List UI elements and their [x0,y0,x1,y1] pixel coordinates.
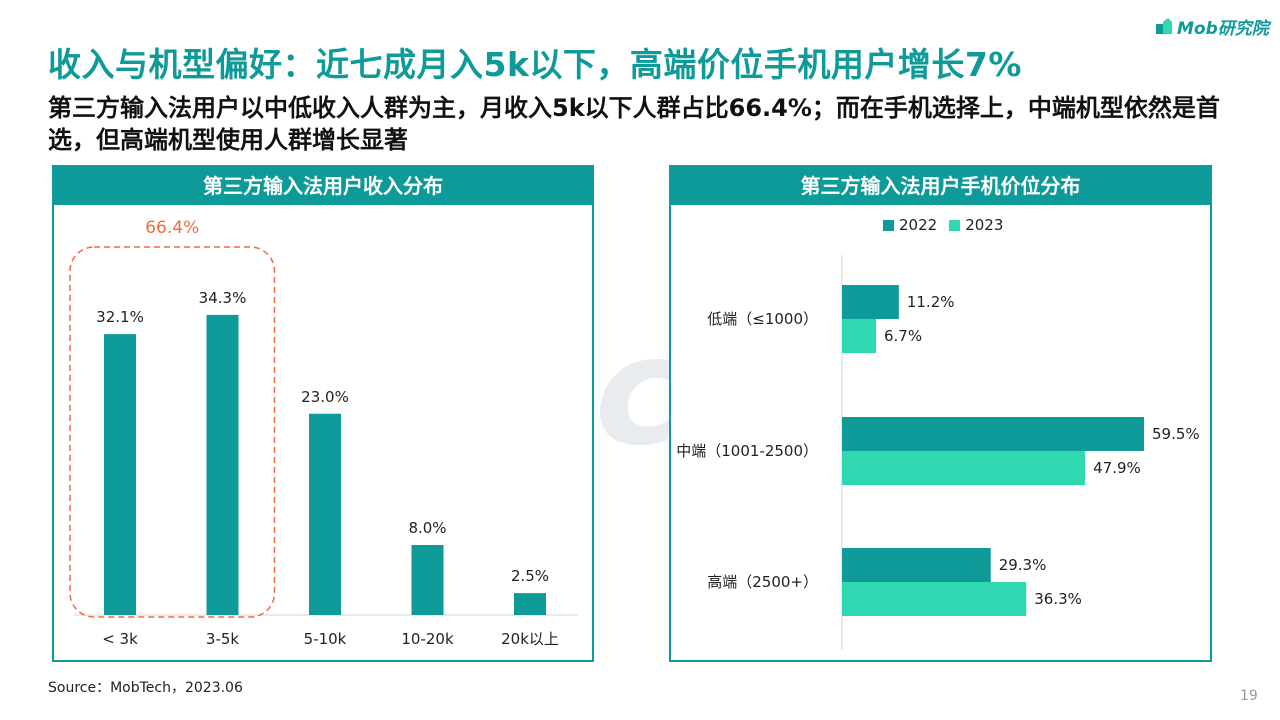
x-tick-label-4: 20k以上 [501,630,559,648]
x-tick-label-2: 5-10k [304,630,347,648]
legend-item-2022: 2022 [883,216,937,234]
page-title: 收入与机型偏好：近七成月入5k以下，高端价位手机用户增长7% [48,45,1022,84]
data-label-2023-2: 36.3% [1034,590,1082,608]
legend-label-2022: 2022 [899,216,938,234]
data-label-2022-2: 29.3% [999,556,1047,574]
income-bar-chart: 32.1% < 3k 34.3% 3-5k 23.0% 5-10k 8.0% 10-20k 2.… [69,218,578,648]
page-subtitle: 第三方输入法用户以中低收入人群为主，月收入5k以下人群占比66.4%；而在手机选… [48,94,1220,154]
y-tick-label-0: 低端（≤1000） [707,310,818,328]
logo-text: Mob研究院 [1177,18,1269,39]
y-tick-label-2: 高端（2500+） [707,573,818,591]
source-note: Source：MobTech，2023.06 [48,680,243,696]
legend-swatch-2022 [883,219,894,231]
bar-3 [411,545,444,615]
highlight-box [69,246,276,618]
bar-4 [514,593,546,615]
x-tick-label-0: < 3k [102,630,138,648]
page-number: 19 [1240,688,1258,704]
bar-2022-2 [842,548,991,582]
data-label-0: 32.1% [96,308,144,326]
data-label-2022-1: 59.5% [1152,425,1200,443]
highlight-label: 66.4% [145,218,199,238]
legend-label-2023: 2023 [965,216,1004,234]
data-label-2023-0: 6.7% [884,327,922,345]
legend-item-2023: 2023 [949,216,1003,234]
data-label-1: 34.3% [199,289,247,307]
income-chart-title: 第三方输入法用户收入分布 [54,167,592,205]
y-tick-label-1: 中端（1001-2500） [676,442,818,460]
data-label-4: 2.5% [511,567,549,585]
x-tick-label-3: 10-20k [401,630,454,648]
legend-swatch-2023 [949,219,961,231]
bar-2022-1 [842,417,1144,451]
bar-1 [206,314,239,615]
price-hbar-chart: 低端（≤1000） 11.2% 6.7% 中端（1001-2500） 59.5% 47.9… [676,255,1200,650]
data-label-2: 23.0% [301,388,349,406]
data-label-2022-0: 11.2% [907,293,955,311]
income-chart-panel: 第三方输入法用户收入分布 32.1% < 3k 34.3% 3-5k 23.0% 5-10… [52,165,594,662]
price-chart-title: 第三方输入法用户手机价位分布 [671,167,1210,205]
bar-2023-1 [842,451,1086,485]
bar-0 [104,334,136,615]
x-tick-label-1: 3-5k [206,630,239,648]
price-chart-panel: 第三方输入法用户手机价位分布 2022 2023 低端（≤1000） 11.2% 6… [669,165,1212,662]
bar-2 [309,413,341,615]
data-label-3: 8.0% [408,519,446,537]
bar-2023-0 [842,319,877,353]
price-chart-legend: 2022 2023 [883,216,1015,234]
brand-logo: Mob研究院 [1155,14,1269,39]
bar-2022-0 [842,285,899,319]
data-label-2023-1: 47.9% [1093,459,1141,477]
logo-icon [1156,18,1172,34]
bar-2023-2 [842,582,1027,616]
